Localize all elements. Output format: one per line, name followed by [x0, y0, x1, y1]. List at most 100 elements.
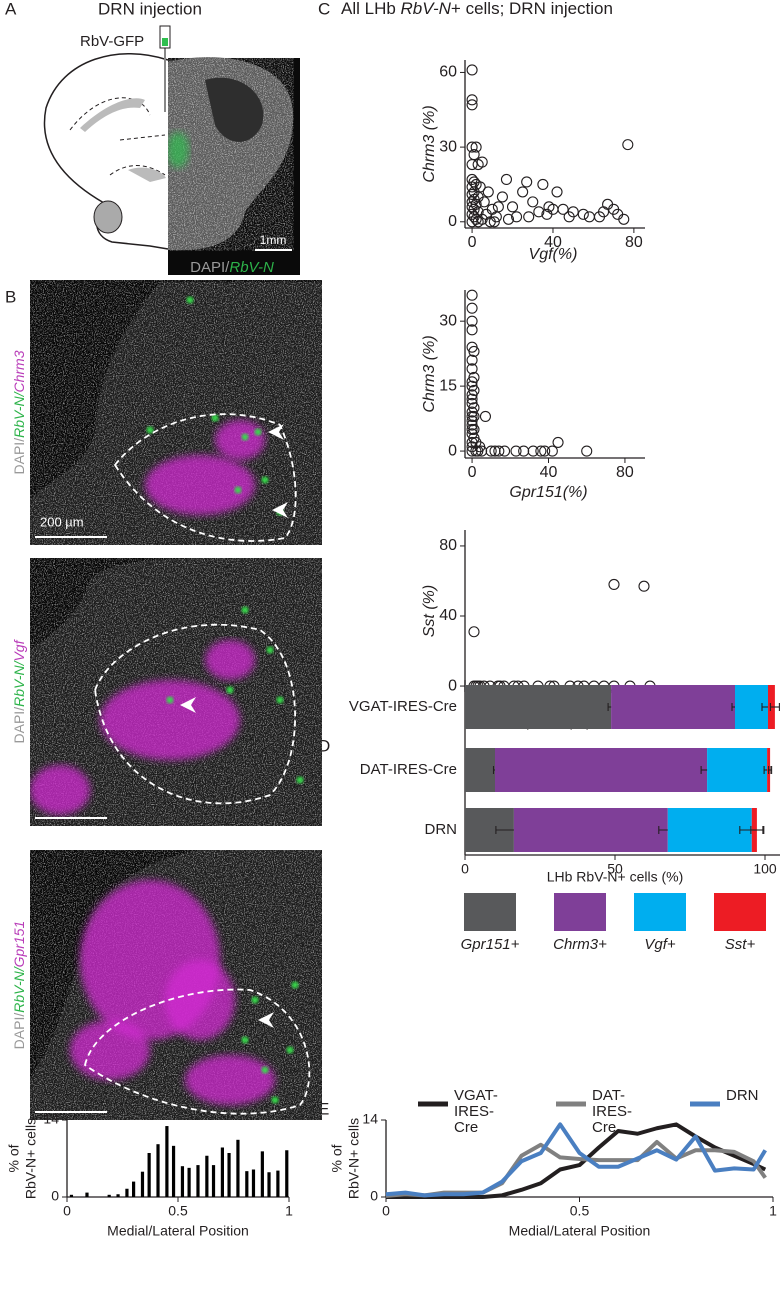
green-cell	[261, 1066, 269, 1074]
y-tick-label: 14	[362, 1111, 378, 1127]
bar	[85, 1192, 89, 1197]
stain-gene: Gpr151	[11, 921, 27, 968]
magenta-signal	[205, 640, 255, 680]
bar	[147, 1153, 151, 1197]
error-bar	[769, 703, 780, 711]
point	[466, 363, 478, 375]
error-bar	[750, 826, 764, 834]
x-tick-label: 0	[468, 234, 477, 251]
point	[557, 203, 569, 215]
micrograph	[30, 850, 322, 1120]
point	[466, 188, 478, 200]
point	[518, 445, 530, 457]
syringe	[159, 25, 171, 49]
legend-label: Chrm3+	[553, 936, 607, 953]
bar	[69, 1194, 74, 1197]
point	[535, 445, 547, 457]
point	[466, 324, 478, 336]
point	[478, 196, 490, 208]
green-cell	[186, 296, 194, 304]
title-part: RbV-N	[401, 0, 452, 18]
y-tick-label: 40	[439, 607, 457, 624]
bar-segment	[667, 808, 752, 852]
point	[511, 211, 523, 223]
stain-rbv: RbV-N	[229, 259, 274, 276]
y-axis-label: RbV-N+ cells	[23, 1118, 39, 1199]
x-tick-label: 0	[468, 464, 477, 481]
magenta-signal	[100, 680, 240, 760]
point	[496, 191, 508, 203]
bar-segment	[611, 685, 735, 729]
lhb-outline	[94, 623, 297, 805]
x-tick-label: 0	[63, 1203, 71, 1219]
bar	[260, 1151, 264, 1197]
virus-label: RbV-GFP	[80, 33, 144, 50]
point	[466, 354, 478, 366]
point	[466, 389, 478, 401]
legend-swatch	[554, 893, 606, 931]
point	[466, 376, 478, 388]
point	[466, 141, 478, 153]
bar	[267, 1172, 271, 1197]
bar	[196, 1165, 200, 1197]
point	[468, 345, 480, 358]
x-tick-label: 0.5	[168, 1203, 188, 1219]
point	[608, 578, 620, 591]
stain-label: DAPI/RbV-N/Gpr151	[11, 921, 27, 1050]
x-tick-label: 80	[616, 464, 634, 481]
bar-segment	[513, 808, 668, 852]
point	[466, 94, 478, 106]
point	[476, 156, 488, 168]
series-line	[385, 1122, 767, 1198]
green-cell	[166, 696, 174, 704]
syringe-fluid	[162, 38, 168, 46]
point	[466, 181, 478, 193]
point	[567, 206, 579, 218]
y-axis-label: Chrm3 (%)	[421, 105, 438, 182]
bar	[276, 1170, 280, 1197]
scale-label: 200 µm	[40, 514, 84, 529]
green-cell	[146, 426, 154, 434]
x-tick-label: 1	[769, 1203, 777, 1219]
bar	[251, 1169, 256, 1197]
hippocampus	[80, 98, 145, 132]
ventricle	[128, 167, 166, 182]
bar	[211, 1165, 216, 1197]
y-tick-label: 15	[439, 377, 457, 394]
x-tick-label: 80	[625, 234, 643, 251]
point	[527, 445, 539, 457]
brain-inner-line	[69, 97, 166, 176]
point	[618, 213, 630, 225]
point	[476, 445, 488, 457]
point	[486, 203, 498, 215]
point	[466, 315, 478, 327]
brain-region	[93, 200, 123, 234]
panel-title: All LHb RbV-N+ cells; DRN injection	[341, 0, 613, 18]
x-tick-label: 100	[753, 861, 777, 877]
panel-label: A	[5, 0, 17, 18]
legend-label: VGAT-IRES-Cre	[454, 1087, 498, 1136]
point	[533, 206, 545, 218]
arrowhead	[268, 424, 284, 440]
x-axis-label: Medial/Lateral Position	[107, 1223, 249, 1239]
y-tick-label: 0	[448, 213, 457, 230]
stain-label: DAPI/RbV-N/Chrm3	[11, 350, 27, 474]
bar	[180, 1166, 185, 1197]
point	[552, 436, 564, 448]
bar	[125, 1188, 129, 1197]
x-tick-label: 0	[382, 1203, 390, 1219]
x-axis-label: LHb RbV-N+ cells (%)	[547, 869, 684, 885]
x-axis-label: Gpr151(%)	[509, 484, 587, 501]
title-part: + cells; DRN injection	[451, 0, 613, 18]
arrowhead	[272, 502, 288, 518]
y-axis-label: Sst (%)	[421, 585, 438, 637]
bar	[156, 1144, 160, 1197]
point	[622, 139, 634, 151]
point	[466, 289, 478, 301]
bar-segment	[495, 748, 708, 792]
point	[488, 216, 500, 228]
point	[539, 445, 551, 457]
legend-swatch	[464, 893, 516, 931]
